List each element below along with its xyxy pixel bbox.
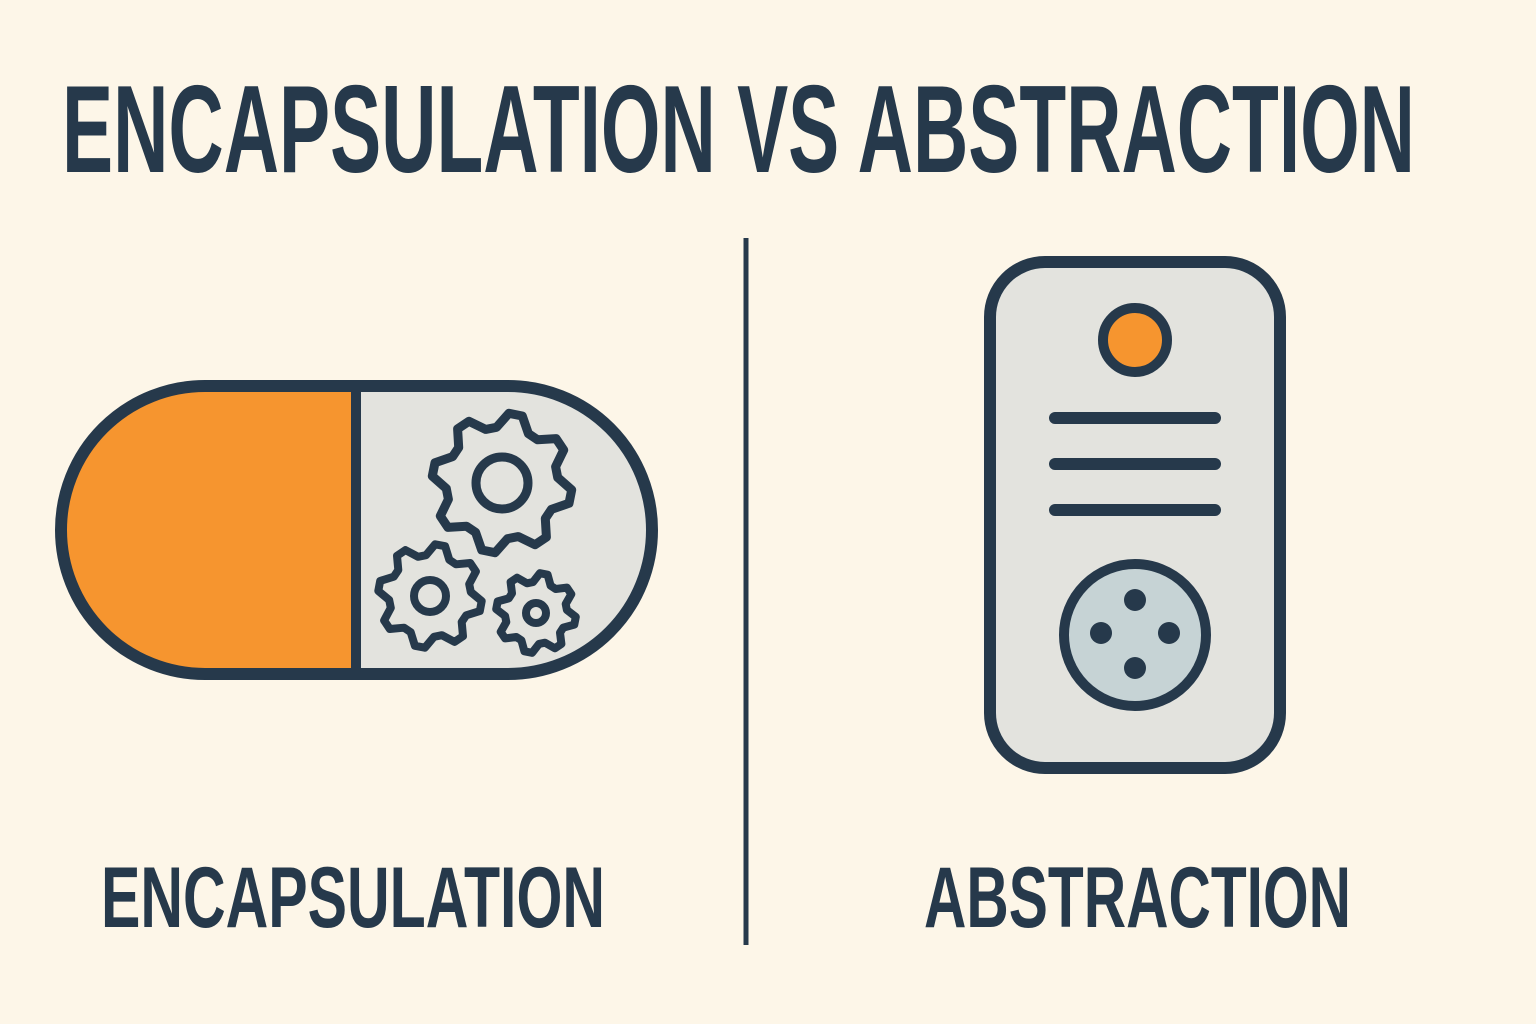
gears xyxy=(374,408,580,657)
capsule-icon xyxy=(55,380,658,680)
gear xyxy=(492,569,580,657)
socket-dot xyxy=(1124,657,1146,679)
socket-dot xyxy=(1090,622,1112,644)
socket-dot xyxy=(1124,589,1146,611)
title: ENCAPSULATION VS ABSTRACTION xyxy=(62,61,1415,199)
gear xyxy=(427,408,577,558)
gear-hole xyxy=(471,452,533,514)
gear-hole xyxy=(522,599,550,627)
device-indicator xyxy=(1098,303,1172,377)
device-icon xyxy=(984,256,1286,774)
gear-hole xyxy=(410,576,450,616)
panel-label: ABSTRACTION xyxy=(924,850,1351,946)
socket-dot xyxy=(1158,622,1180,644)
device-socket xyxy=(1059,559,1211,711)
gear xyxy=(374,540,486,652)
capsule-left xyxy=(61,386,352,674)
panel-label: ENCAPSULATION xyxy=(101,850,605,946)
